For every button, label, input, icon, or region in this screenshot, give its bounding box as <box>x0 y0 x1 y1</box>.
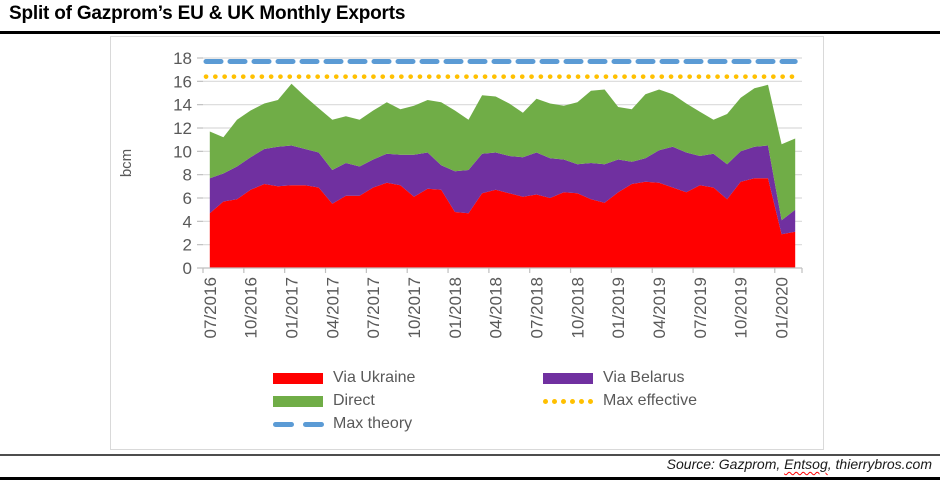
y-tick-label: 8 <box>183 166 192 185</box>
legend-item-max-effective: Max effective <box>543 392 697 410</box>
title-underline <box>0 31 940 34</box>
y-tick-label: 4 <box>183 212 192 231</box>
y-tick-label: 10 <box>173 142 192 161</box>
via-ukraine-swatch-icon <box>273 372 326 384</box>
legend-item-direct: Direct <box>273 392 375 410</box>
legend-label: Direct <box>333 392 375 409</box>
x-tick-label: 01/2017 <box>282 277 301 338</box>
legend-item-via-belarus: Via Belarus <box>543 369 685 387</box>
x-tick-label: 07/2018 <box>528 277 547 338</box>
via-belarus-swatch-icon <box>543 372 596 384</box>
stacked-areas <box>209 83 796 268</box>
area-direct <box>209 83 796 221</box>
legend-label: Via Belarus <box>603 369 685 386</box>
y-tick-label: 18 <box>173 49 192 68</box>
legend-item-max-theory: Max theory <box>273 415 412 433</box>
direct-swatch-icon <box>273 395 326 407</box>
x-tick-label: 07/2016 <box>201 277 220 338</box>
x-tick-label: 04/2017 <box>323 277 342 338</box>
y-tick-label: 16 <box>173 72 192 91</box>
y-tick-label: 12 <box>173 119 192 138</box>
max-theory-dashed-swatch-icon <box>273 418 326 430</box>
legend-item-via-ukraine: Via Ukraine <box>273 369 415 387</box>
area-via-belarus <box>209 145 796 235</box>
y-axis: 0 2 4 6 8 10 12 14 16 18 <box>173 49 203 278</box>
x-tick-label: 07/2017 <box>364 277 383 338</box>
source-text: Source: Gazprom, <box>666 456 785 472</box>
area-via-ukraine <box>209 178 796 268</box>
y-tick-label: 14 <box>173 96 192 115</box>
page-title: Split of Gazprom’s EU & UK Monthly Expor… <box>9 3 406 24</box>
x-axis: 07/2016 10/2016 01/2017 04/2017 07/2017 10/20… <box>201 268 803 338</box>
section-divider <box>0 454 940 456</box>
x-tick-label: 01/2020 <box>773 277 792 338</box>
x-tick-label: 04/2018 <box>487 277 506 338</box>
legend-label: Via Ukraine <box>333 369 416 386</box>
x-tick-label: 01/2018 <box>446 277 465 338</box>
y-axis-title: bcm <box>118 149 135 177</box>
y-tick-label: 2 <box>183 236 192 255</box>
x-tick-label: 04/2019 <box>650 277 669 338</box>
legend-label: Max theory <box>333 415 413 432</box>
source-caption: Source: Gazprom, Entsog, thierrybros.com <box>667 456 932 472</box>
x-tick-label: 01/2019 <box>609 277 628 338</box>
legend-label: Max effective <box>603 392 697 409</box>
x-tick-label: 10/2016 <box>242 277 261 338</box>
x-tick-label: 10/2018 <box>568 277 587 338</box>
y-tick-label: 0 <box>183 259 192 278</box>
x-tick-label: 10/2017 <box>405 277 424 338</box>
page-bottom-rule <box>0 477 940 480</box>
y-tick-label: 6 <box>183 189 192 208</box>
x-tick-label: 07/2019 <box>691 277 710 338</box>
source-text: , thierrybros.com <box>827 456 932 472</box>
source-spellcheck-word: Entsog <box>784 456 828 472</box>
x-tick-label: 10/2019 <box>732 277 751 338</box>
max-effective-dotted-swatch-icon <box>543 395 596 407</box>
